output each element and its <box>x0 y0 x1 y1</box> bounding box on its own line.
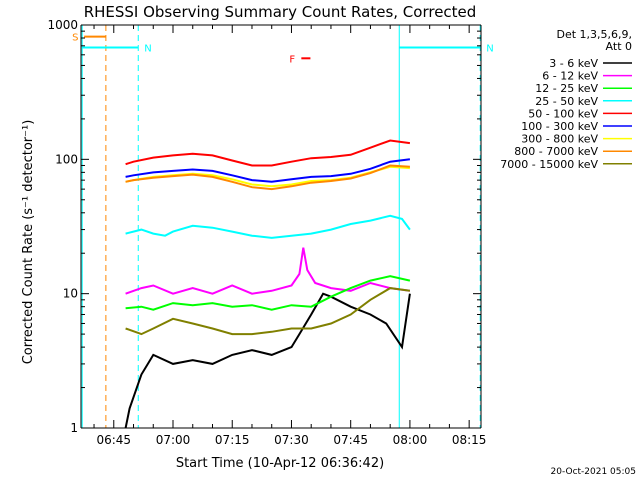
y-tick-label-3: 1000 <box>47 18 78 32</box>
x-tick-label-5: 08:00 <box>393 433 428 447</box>
series-line-1 <box>125 247 411 295</box>
plot-area: S N N F <box>72 25 494 429</box>
legend-label-0: 3 - 6 keV <box>549 57 598 70</box>
series-line-3 <box>125 214 411 239</box>
x-tick-label-4: 07:45 <box>333 433 368 447</box>
series-line-4 <box>125 139 411 167</box>
series-line-2 <box>125 275 411 311</box>
footer-date: 20-Oct-2021 05:05 <box>551 467 636 477</box>
y-tick-label-2: 100 <box>55 152 78 166</box>
y-tick-label-1: 10 <box>63 287 78 301</box>
x-tick-label-0: 06:45 <box>96 433 131 447</box>
x-tick-label-6: 08:15 <box>452 433 487 447</box>
y-tick-label-0: 1 <box>70 421 78 435</box>
y-axis-label: Corrected Count Rate (s⁻¹ detector⁻¹) <box>21 120 36 365</box>
chart-title: RHESSI Observing Summary Count Rates, Co… <box>84 3 477 21</box>
legend-label-2: 12 - 25 keV <box>535 82 598 95</box>
x-tick-label-3: 07:30 <box>274 433 309 447</box>
series-line-7 <box>125 164 410 191</box>
x-axis-label: Start Time (10-Apr-12 06:36:42) <box>176 456 384 471</box>
series-line-5 <box>125 158 411 183</box>
x-tick-label-1: 07:00 <box>156 433 191 447</box>
legend-label-8: 7000 - 15000 keV <box>500 158 598 171</box>
legend-label-3: 25 - 50 keV <box>535 95 598 108</box>
legend-title-line-1: Att 0 <box>606 40 632 53</box>
flag-label-1: N <box>144 43 151 54</box>
axis-frame <box>80 24 482 429</box>
flag-label-3: F <box>289 54 295 65</box>
series-line-8 <box>125 287 411 336</box>
x-tick-label-2: 07:15 <box>215 433 250 447</box>
x-axis-ticks: 06:45 07:00 07:15 07:30 07:45 08:00 08:15 <box>93 25 487 447</box>
legend-title-line-0: Det 1,3,5,6,9, <box>556 28 632 41</box>
legend-label-5: 100 - 300 keV <box>521 120 598 133</box>
y-axis-ticks: 1 10 100 1000 <box>47 18 481 435</box>
legend-label-1: 6 - 12 keV <box>542 70 598 83</box>
flag-label-0: S <box>72 33 78 44</box>
flag-label-2: N <box>486 43 493 54</box>
legend-label-7: 800 - 7000 keV <box>514 145 598 158</box>
legend-label-6: 300 - 800 keV <box>521 133 598 146</box>
legend-label-4: 50 - 100 keV <box>528 107 598 120</box>
series-line-0 <box>124 292 411 429</box>
